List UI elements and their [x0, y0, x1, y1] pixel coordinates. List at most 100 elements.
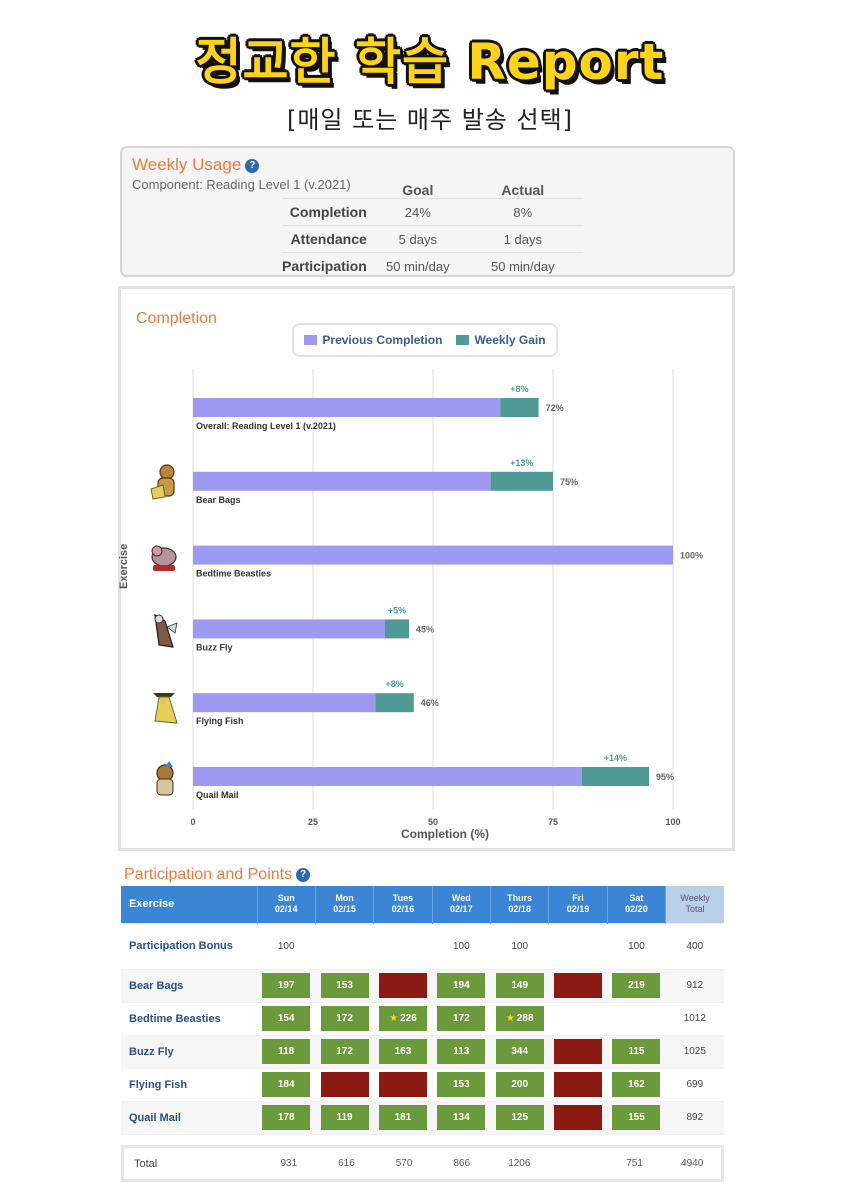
- points-value: 118: [278, 1046, 295, 1057]
- col-weekly-total[interactable]: Weekly Total: [665, 886, 724, 923]
- col-exercise[interactable]: Exercise: [121, 886, 258, 923]
- day-name: Sat: [629, 893, 644, 904]
- points-cell[interactable]: ★ 288: [495, 1006, 544, 1031]
- points-cell[interactable]: 118: [262, 1039, 311, 1064]
- missed-cell[interactable]: [320, 1072, 369, 1097]
- table-row: Flying Fish 184 153 200 162 699: [121, 1068, 724, 1102]
- missed-cell[interactable]: [554, 1039, 603, 1064]
- day-name: Sun: [277, 893, 295, 904]
- points-cell[interactable]: 154: [262, 1006, 311, 1031]
- bonus-value: [373, 922, 433, 970]
- day-cell: 172: [315, 1035, 374, 1069]
- usage-col-actual: Actual: [501, 182, 545, 198]
- points-cell[interactable]: 181: [378, 1105, 427, 1130]
- bonus-value: [548, 922, 608, 970]
- col-day-fri[interactable]: Fri 02/19: [548, 886, 608, 923]
- points-value: 184: [277, 1079, 295, 1090]
- category-label: Bear Bags: [196, 495, 241, 505]
- day-name: Wed: [451, 893, 471, 904]
- points-cell[interactable]: 163: [378, 1039, 427, 1064]
- exercise-name[interactable]: Bear Bags: [121, 969, 257, 1003]
- bar-previous: [193, 471, 491, 491]
- exercise-name[interactable]: Bedtime Beasties: [121, 1002, 257, 1036]
- page-title: 정교한 학습 Report: [195, 33, 665, 91]
- bonus-value: 100: [432, 922, 491, 970]
- missed-cell[interactable]: [554, 1105, 603, 1130]
- help-icon[interactable]: ?: [296, 868, 311, 882]
- x-axis-title: Completion (%): [401, 827, 489, 841]
- points-cell[interactable]: 172: [437, 1006, 486, 1031]
- points-cell[interactable]: 125: [495, 1105, 544, 1130]
- day-date: 02/19: [566, 904, 590, 915]
- points-cell[interactable]: 119: [320, 1105, 369, 1130]
- col-day-mon[interactable]: Mon 02/15: [315, 886, 375, 923]
- points-cell[interactable]: 149: [495, 973, 544, 998]
- exercise-name[interactable]: Quail Mail: [121, 1101, 257, 1135]
- buzz-fly-icon: [154, 613, 178, 648]
- flying-fish-icon: [153, 693, 178, 724]
- usage-actual-value: 50 min/day: [462, 252, 583, 280]
- points-value: 172: [452, 1013, 470, 1024]
- points-cell[interactable]: 162: [612, 1072, 661, 1097]
- day-cell: 344: [490, 1035, 549, 1069]
- day-cell: 172: [315, 1002, 374, 1036]
- points-cell[interactable]: 153: [437, 1072, 486, 1097]
- points-cell[interactable]: 194: [437, 973, 486, 998]
- weekly-total-value: 892: [665, 1101, 724, 1135]
- day-cell: [548, 1068, 608, 1102]
- exercise-name[interactable]: Flying Fish: [121, 1068, 257, 1102]
- weekly-total-line2: Total: [685, 904, 705, 915]
- points-cell[interactable]: 172: [320, 1006, 369, 1031]
- col-day-sun[interactable]: Sun 02/14: [257, 886, 316, 923]
- day-cell: 115: [607, 1035, 666, 1069]
- totals-row: Total 931 616 570 866 1206 751 4940: [121, 1145, 724, 1182]
- points-cell[interactable]: 172: [320, 1039, 369, 1064]
- col-day-thurs[interactable]: Thurs 02/18: [490, 886, 550, 923]
- participation-table: Exercise Sun 02/14 Mon 02/15 Tues 02/16 Wed 02/…: [121, 886, 724, 1135]
- points-value: 153: [336, 980, 353, 991]
- totals-value: 751: [626, 1158, 643, 1169]
- weekly-total-value: 912: [665, 969, 724, 1003]
- points-cell[interactable]: 113: [437, 1039, 486, 1064]
- table-row: Quail Mail 178 119 181 134 125 155 892: [121, 1101, 724, 1135]
- legend-item-gain[interactable]: Weekly Gain: [456, 333, 546, 347]
- points-cell[interactable]: 219: [612, 973, 661, 998]
- points-cell[interactable]: 344: [495, 1039, 544, 1064]
- col-day-sat[interactable]: Sat 02/20: [607, 886, 667, 923]
- day-cell: 172: [432, 1002, 491, 1036]
- usage-actual-value: 1 days: [462, 225, 583, 253]
- missed-cell[interactable]: [378, 1072, 427, 1097]
- category-label: Overall: Reading Level 1 (v.2021): [196, 421, 336, 431]
- star-icon: ★: [505, 1013, 515, 1024]
- day-cell: 197: [257, 969, 316, 1003]
- legend-item-previous[interactable]: Previous Completion: [304, 333, 442, 347]
- usage-row-label: Attendance: [282, 225, 373, 253]
- day-cell: 154: [257, 1002, 316, 1036]
- points-cell[interactable]: 184: [262, 1072, 311, 1097]
- help-icon[interactable]: ?: [245, 159, 260, 173]
- missed-cell[interactable]: [554, 1072, 603, 1097]
- points-cell[interactable]: ★ 226: [378, 1006, 427, 1031]
- missed-cell[interactable]: [378, 973, 427, 998]
- exercise-name[interactable]: Buzz Fly: [121, 1035, 257, 1069]
- col-day-tues[interactable]: Tues 02/16: [373, 886, 433, 923]
- col-day-wed[interactable]: Wed 02/17: [432, 886, 492, 923]
- legend-swatch-previous: [304, 335, 318, 345]
- points-cell[interactable]: 134: [437, 1105, 486, 1130]
- grand-total-value: 4940: [681, 1158, 704, 1169]
- points-cell[interactable]: 115: [612, 1039, 661, 1064]
- missed-cell[interactable]: [554, 973, 603, 998]
- points-value: 344: [511, 1046, 529, 1057]
- table-row-bonus: Participation Bonus 100 100 100 100 400: [121, 922, 724, 970]
- total-label: 72%: [546, 403, 564, 413]
- day-name: Mon: [335, 893, 354, 904]
- points-cell[interactable]: 155: [612, 1105, 661, 1130]
- totals-table: Total 931 616 570 866 1206 751 4940: [124, 1148, 721, 1179]
- points-cell[interactable]: 178: [262, 1105, 311, 1130]
- points-cell[interactable]: 200: [495, 1072, 544, 1097]
- gain-label: +5%: [388, 605, 406, 615]
- bar-previous: [193, 693, 376, 713]
- points-cell[interactable]: 153: [320, 973, 369, 998]
- points-cell[interactable]: 197: [262, 973, 311, 998]
- points-value: 172: [336, 1013, 353, 1024]
